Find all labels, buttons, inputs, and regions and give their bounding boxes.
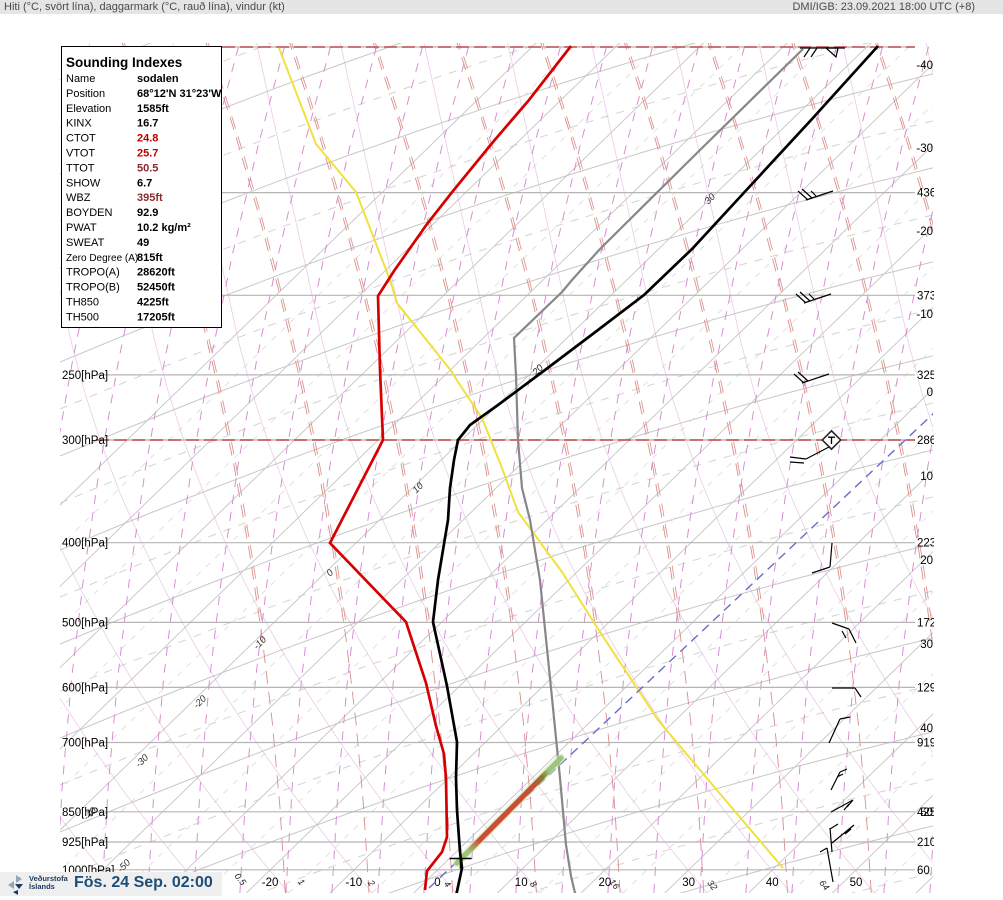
svg-text:BOYDEN: BOYDEN (66, 207, 113, 219)
svg-text:925[hPa]: 925[hPa] (62, 837, 108, 849)
svg-text:1296: 1296 (917, 682, 943, 694)
svg-text:50.5: 50.5 (137, 162, 158, 174)
svg-text:-40: -40 (916, 60, 933, 72)
svg-text:40: 40 (920, 723, 933, 735)
svg-text:Elevation: Elevation (66, 103, 111, 115)
svg-text:373: 373 (917, 290, 936, 302)
svg-text:500[hPa]: 500[hPa] (62, 617, 108, 629)
svg-text:4225ft: 4225ft (137, 297, 169, 309)
svg-text:20: 20 (599, 877, 612, 889)
svg-text:815ft: 815ft (137, 252, 163, 264)
svg-text:Zero Degree (A): Zero Degree (A) (66, 253, 138, 264)
svg-text:700[hPa]: 700[hPa] (62, 738, 108, 750)
svg-text:850[hPa]: 850[hPa] (62, 807, 108, 819)
svg-text:919: 919 (917, 738, 936, 750)
svg-text:2: 2 (365, 877, 377, 888)
svg-text:SHOW: SHOW (66, 177, 101, 189)
svg-text:-10: -10 (251, 634, 269, 652)
svg-text:223: 223 (917, 538, 936, 550)
svg-text:32: 32 (705, 878, 719, 892)
svg-text:10: 10 (515, 877, 528, 889)
svg-text:10: 10 (411, 480, 427, 496)
svg-text:-30: -30 (133, 752, 151, 770)
svg-text:TH850: TH850 (66, 297, 99, 309)
svg-text:1585ft: 1585ft (137, 103, 169, 115)
svg-text:-30: -30 (916, 143, 933, 155)
svg-text:436: 436 (917, 188, 936, 200)
svg-text:28620ft: 28620ft (137, 267, 175, 279)
svg-text:-20: -20 (191, 693, 209, 711)
svg-text:30: 30 (682, 877, 695, 889)
svg-text:SWEAT: SWEAT (66, 237, 105, 249)
svg-text:-20: -20 (916, 226, 933, 238)
svg-text:52450ft: 52450ft (137, 282, 175, 294)
svg-text:286: 286 (917, 435, 936, 447)
svg-text:WBZ: WBZ (66, 192, 91, 204)
svg-text:40: 40 (766, 877, 779, 889)
svg-text:400[hPa]: 400[hPa] (62, 538, 108, 550)
svg-text:TTOT: TTOT (66, 162, 95, 174)
svg-text:6.7: 6.7 (137, 177, 152, 189)
svg-text:-10: -10 (345, 877, 362, 889)
svg-text:KINX: KINX (66, 118, 92, 130)
svg-text:0.5: 0.5 (233, 871, 249, 888)
svg-text:Sounding Indexes: Sounding Indexes (66, 55, 182, 70)
svg-text:10.2 kg/m²: 10.2 kg/m² (137, 222, 191, 234)
svg-text:-20: -20 (262, 877, 279, 889)
svg-text:sodalen: sodalen (137, 73, 179, 85)
svg-text:16: 16 (607, 877, 621, 891)
svg-text:20: 20 (920, 555, 933, 567)
svg-text:300[hPa]: 300[hPa] (62, 435, 108, 447)
svg-text:-10: -10 (916, 309, 933, 321)
svg-text:92.9: 92.9 (137, 207, 158, 219)
svg-text:68°12'N 31°23'W: 68°12'N 31°23'W (137, 88, 222, 100)
svg-text:8: 8 (528, 879, 539, 889)
svg-text:CTOT: CTOT (66, 133, 96, 145)
svg-text:60: 60 (917, 865, 930, 877)
svg-text:50: 50 (850, 877, 863, 889)
svg-text:210: 210 (917, 837, 936, 849)
svg-text:TROPO(A): TROPO(A) (66, 267, 120, 279)
svg-text:25.7: 25.7 (137, 148, 158, 160)
svg-text:10: 10 (920, 471, 933, 483)
svg-text:1: 1 (296, 877, 307, 887)
svg-text:30: 30 (920, 639, 933, 651)
svg-text:24.8: 24.8 (137, 133, 158, 145)
svg-text:425: 425 (917, 807, 936, 819)
svg-text:600[hPa]: 600[hPa] (62, 682, 108, 694)
svg-text:TROPO(B): TROPO(B) (66, 282, 120, 294)
svg-text:16.7: 16.7 (137, 118, 158, 130)
svg-text:4: 4 (442, 879, 453, 889)
svg-text:49: 49 (137, 237, 149, 249)
svg-text:17205ft: 17205ft (137, 311, 175, 323)
svg-text:172: 172 (917, 617, 936, 629)
svg-text:PWAT: PWAT (66, 222, 97, 234)
svg-text:Name: Name (66, 73, 95, 85)
svg-text:VTOT: VTOT (66, 148, 95, 160)
svg-text:0: 0 (927, 387, 933, 399)
svg-text:TH500: TH500 (66, 311, 99, 323)
svg-text:50: 50 (920, 807, 933, 819)
svg-text:325: 325 (917, 370, 936, 382)
svg-text:Position: Position (66, 88, 105, 100)
svg-text:64: 64 (817, 878, 831, 892)
svg-text:250[hPa]: 250[hPa] (62, 370, 108, 382)
svg-text:395ft: 395ft (137, 192, 163, 204)
svg-text:0: 0 (434, 877, 440, 889)
